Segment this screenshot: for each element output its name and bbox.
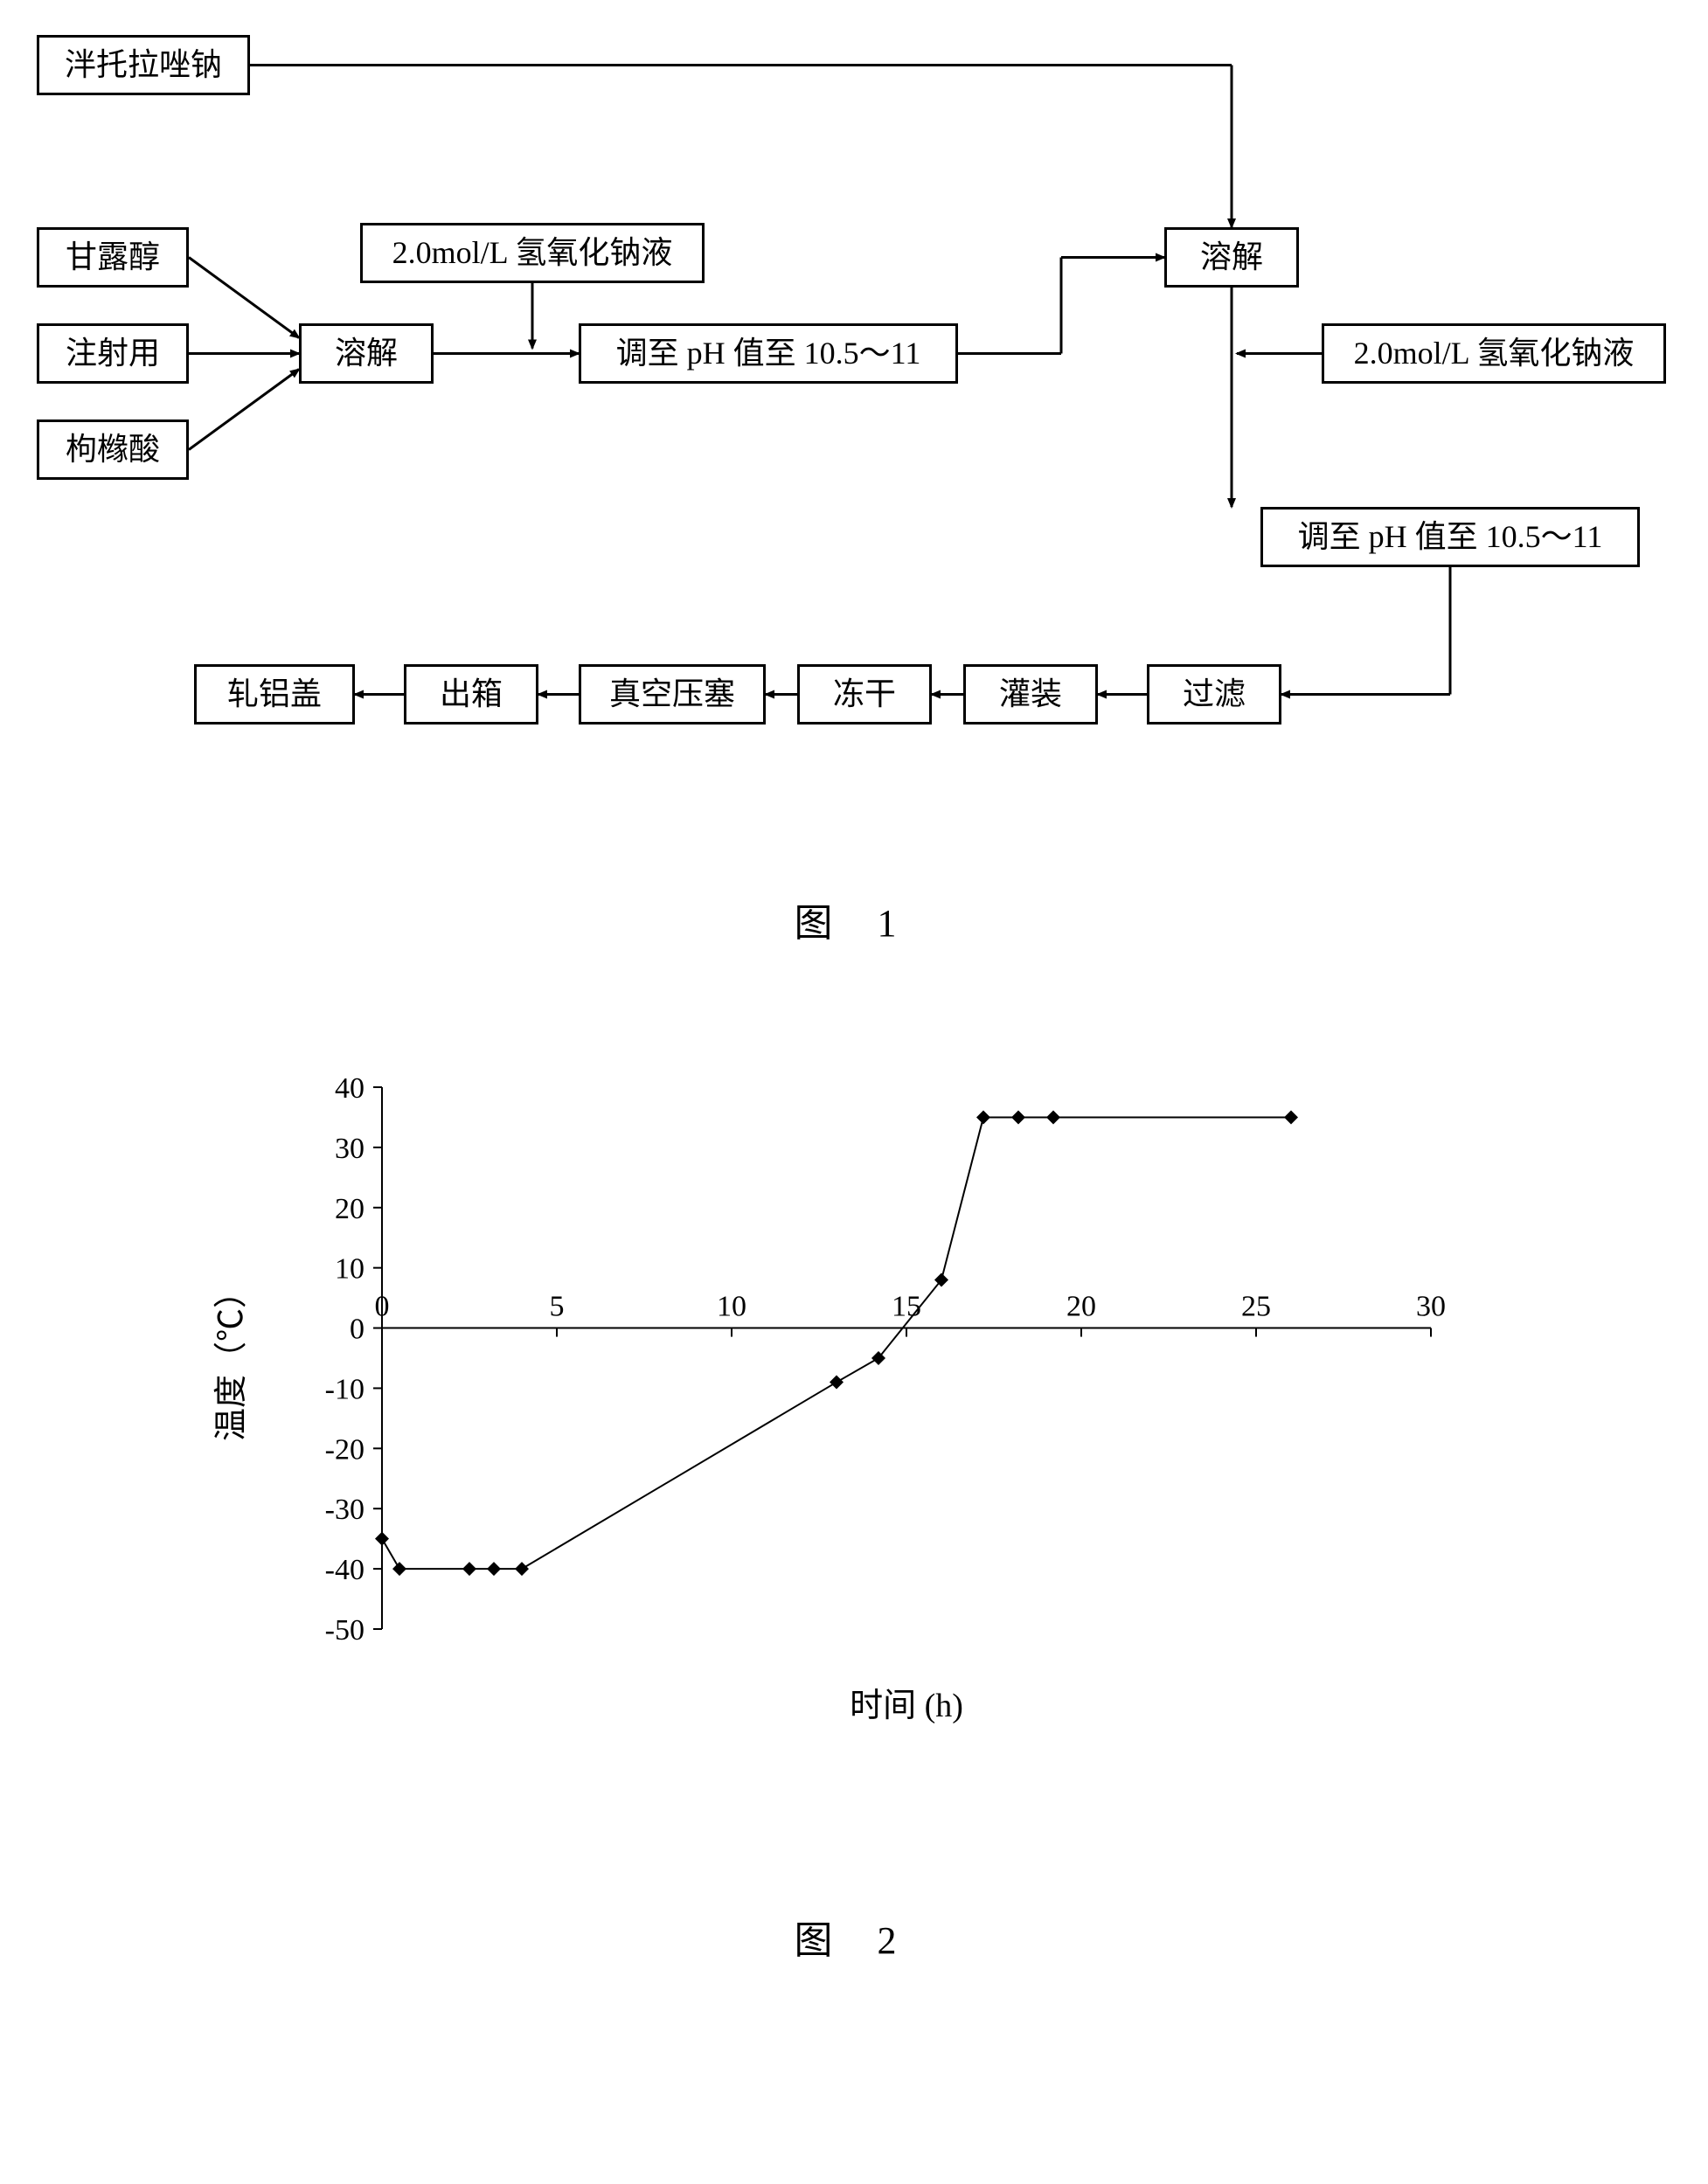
flowchart-figure: 泮托拉唑钠甘露醇注射用枸橼酸2.0mol/L 氢氧化钠液溶解调至 pH 值至 1… [37, 35, 1671, 822]
flow-node-n1: 泮托拉唑钠 [37, 35, 250, 95]
flow-node-n6: 溶解 [299, 323, 434, 384]
flow-node-n10: 调至 pH 值至 10.5～11 [1260, 507, 1640, 567]
svg-text:温度（℃）: 温度（℃） [213, 1275, 250, 1441]
svg-text:-30: -30 [325, 1494, 365, 1526]
svg-text:30: 30 [1416, 1291, 1446, 1323]
svg-text:15: 15 [892, 1291, 921, 1323]
svg-text:-20: -20 [325, 1433, 365, 1466]
flow-node-n4: 枸橼酸 [37, 419, 189, 480]
chart-figure: -50 -40 -30 -20 -10 0 10 20 30 40 0 5 10 15 20 25 30 温度（℃… [37, 1052, 1671, 1839]
flow-node-n13: 冻干 [797, 664, 932, 725]
svg-text:-40: -40 [325, 1554, 365, 1586]
svg-text:0: 0 [350, 1314, 365, 1346]
figure-1-caption: 图 1 [37, 891, 1671, 947]
flow-node-n2: 甘露醇 [37, 227, 189, 288]
svg-text:25: 25 [1241, 1291, 1271, 1323]
flow-node-n15: 出箱 [404, 664, 538, 725]
svg-text:40: 40 [335, 1072, 365, 1105]
flow-node-n16: 轧铝盖 [194, 664, 355, 725]
flow-node-n12: 灌装 [963, 664, 1098, 725]
figure-2-caption: 图 2 [37, 1909, 1671, 1965]
svg-text:10: 10 [717, 1291, 746, 1323]
flow-node-n9: 2.0mol/L 氢氧化钠液 [1322, 323, 1666, 384]
svg-text:-10: -10 [325, 1373, 365, 1405]
flow-node-n8: 溶解 [1164, 227, 1299, 288]
svg-text:0: 0 [375, 1291, 390, 1323]
svg-text:时间 (h): 时间 (h) [850, 1688, 963, 1724]
svg-text:30: 30 [335, 1133, 365, 1165]
flow-node-n3: 注射用 [37, 323, 189, 384]
flow-node-n14: 真空压塞 [579, 664, 766, 725]
svg-text:10: 10 [335, 1253, 365, 1286]
flow-node-n7: 调至 pH 值至 10.5～11 [579, 323, 958, 384]
flow-node-n11: 过滤 [1147, 664, 1281, 725]
flow-node-n5: 2.0mol/L 氢氧化钠液 [360, 223, 705, 283]
svg-text:5: 5 [550, 1291, 565, 1323]
svg-text:20: 20 [1066, 1291, 1096, 1323]
svg-text:20: 20 [335, 1193, 365, 1225]
temperature-time-chart: -50 -40 -30 -20 -10 0 10 20 30 40 0 5 10 15 20 25 30 温度（℃… [155, 1052, 1553, 1769]
svg-text:-50: -50 [325, 1614, 365, 1647]
